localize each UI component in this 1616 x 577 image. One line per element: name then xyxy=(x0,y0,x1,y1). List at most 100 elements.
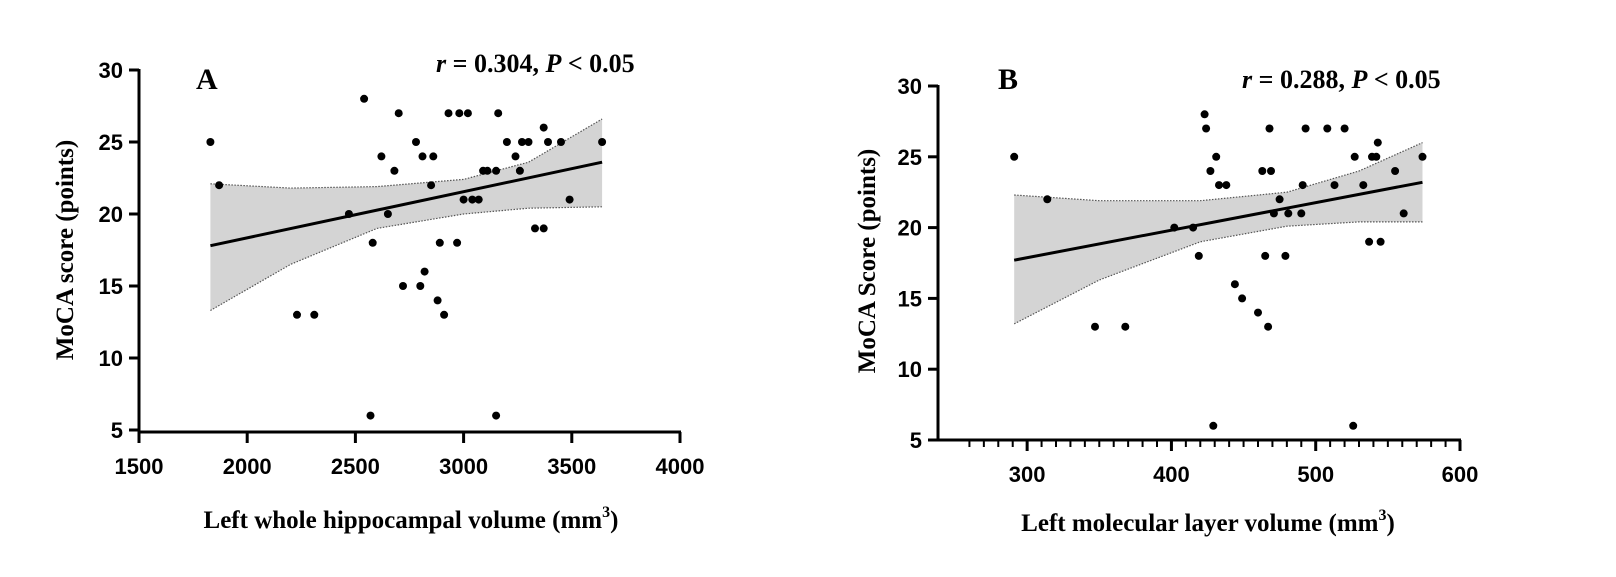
data-point-b-26 xyxy=(1284,209,1293,218)
data-point-a-29 xyxy=(474,195,483,204)
data-point-b-16 xyxy=(1238,294,1247,303)
x-tick-label-b-300: 300 xyxy=(1009,462,1046,487)
data-point-b-8 xyxy=(1200,110,1209,119)
data-point-a-43 xyxy=(544,138,552,146)
y-tick-label-b-10: 10 xyxy=(898,357,922,382)
data-point-a-35 xyxy=(502,138,511,146)
data-point-a-18 xyxy=(427,181,436,190)
data-point-b-17 xyxy=(1254,308,1262,317)
data-point-b-22 xyxy=(1267,167,1275,175)
data-point-b-24 xyxy=(1275,195,1284,204)
y-tick-label-b-25: 25 xyxy=(898,145,922,170)
chart-panel-a: 5 10 15 20 25 30 1500 2000 2500 3000 3500 4000 A r … xyxy=(52,49,704,534)
axes-a: 5 10 15 20 25 30 1500 2000 2500 3000 3500 4000 xyxy=(99,58,705,479)
data-point-b-18 xyxy=(1258,167,1267,175)
data-point-b-36 xyxy=(1365,237,1374,246)
y-tick-label-a-30: 30 xyxy=(99,58,123,83)
data-point-a-44 xyxy=(557,138,565,146)
data-point-b-27 xyxy=(1297,209,1306,218)
confidence-band-b xyxy=(1014,142,1423,324)
data-point-b-5 xyxy=(1170,223,1179,232)
data-point-a-14 xyxy=(412,138,420,146)
chart-panel-b: 5 10 15 20 25 30 300 400 500 600 B r = 0.288, P <… xyxy=(854,63,1478,537)
data-point-b-4 xyxy=(1121,322,1130,331)
confidence-band-a xyxy=(210,119,603,311)
y-axis-title-b: MoCA Score (points) xyxy=(854,149,881,374)
data-point-b-3 xyxy=(1091,322,1099,331)
data-point-b-20 xyxy=(1264,322,1273,331)
stat-annotation-b: r = 0.288, P < 0.05 xyxy=(1242,65,1441,94)
data-point-a-11 xyxy=(390,166,399,175)
y-axis-title-a: MoCA score (points) xyxy=(52,140,79,360)
confidence-band-upper-b xyxy=(1014,142,1423,202)
y-tick-label-b-15: 15 xyxy=(898,286,922,311)
y-tick-label-a-15: 15 xyxy=(99,274,123,299)
data-point-a-3 xyxy=(293,310,301,319)
data-point-b-35 xyxy=(1359,181,1368,190)
panel-label-a: A xyxy=(196,63,218,96)
data-point-a-16 xyxy=(418,152,427,161)
y-tick-label-b-5: 5 xyxy=(910,428,922,453)
data-point-a-15 xyxy=(416,282,425,290)
data-point-a-22 xyxy=(440,310,449,319)
data-point-a-12 xyxy=(394,109,403,118)
data-point-b-33 xyxy=(1349,421,1358,430)
data-point-b-23 xyxy=(1269,209,1278,218)
x-tick-label-b-600: 600 xyxy=(1442,462,1479,487)
x-tick-label-a-3000: 3000 xyxy=(439,454,488,479)
confidence-band-lower-a xyxy=(210,206,603,312)
data-point-a-46 xyxy=(598,138,607,146)
y-tick-label-a-10: 10 xyxy=(99,346,123,371)
x-tick-label-b-500: 500 xyxy=(1297,462,1334,487)
data-point-b-42 xyxy=(1399,209,1408,218)
data-point-b-19 xyxy=(1261,251,1270,260)
confidence-band-upper-a xyxy=(210,118,603,189)
scatter-points-a xyxy=(206,94,607,420)
data-point-a-31 xyxy=(483,166,492,175)
x-axis-title-b: Left molecular layer volume (mm3) xyxy=(1021,507,1395,537)
data-point-b-28 xyxy=(1298,181,1307,190)
regression-line-b xyxy=(1013,180,1423,262)
data-point-b-32 xyxy=(1340,124,1349,133)
x-tick-label-a-2500: 2500 xyxy=(331,454,380,479)
data-point-a-13 xyxy=(399,282,407,290)
y-tick-label-b-20: 20 xyxy=(898,216,922,241)
data-point-b-31 xyxy=(1330,181,1339,190)
x-axis-title-a: Left whole hippocampal volume (mm3) xyxy=(204,504,619,534)
data-point-a-38 xyxy=(518,138,526,146)
data-point-a-32 xyxy=(492,411,501,420)
data-point-b-11 xyxy=(1209,421,1218,430)
data-point-b-34 xyxy=(1350,152,1359,161)
data-point-a-34 xyxy=(494,109,503,118)
data-point-b-12 xyxy=(1212,152,1221,161)
panel-label-b: B xyxy=(998,63,1018,96)
data-point-a-28 xyxy=(468,195,477,204)
data-point-b-1 xyxy=(1010,152,1019,161)
data-point-a-10 xyxy=(383,210,392,218)
data-point-b-43 xyxy=(1418,152,1427,161)
data-point-a-17 xyxy=(420,267,429,276)
data-point-a-37 xyxy=(515,166,524,175)
x-tick-label-a-4000: 4000 xyxy=(656,454,705,479)
axes-b: 5 10 15 20 25 30 300 400 500 600 xyxy=(898,74,1479,487)
data-point-b-7 xyxy=(1194,251,1203,260)
data-point-a-23 xyxy=(444,109,453,118)
data-point-b-14 xyxy=(1222,181,1231,190)
data-point-a-45 xyxy=(565,195,574,204)
data-point-a-9 xyxy=(377,152,386,161)
data-point-a-27 xyxy=(463,109,472,118)
data-point-a-5 xyxy=(344,210,353,218)
x-tick-label-a-1500: 1500 xyxy=(115,454,164,479)
data-point-b-29 xyxy=(1301,124,1310,133)
data-point-b-38 xyxy=(1372,152,1381,161)
data-point-a-19 xyxy=(429,152,438,161)
x-tick-label-a-2000: 2000 xyxy=(223,454,272,479)
data-point-b-2 xyxy=(1043,195,1052,204)
scatter-points-b xyxy=(1010,110,1427,430)
data-point-a-41 xyxy=(539,224,548,233)
data-point-b-9 xyxy=(1202,124,1211,133)
data-point-a-40 xyxy=(531,224,539,233)
x-tick-label-b-400: 400 xyxy=(1153,462,1190,487)
data-point-b-13 xyxy=(1215,181,1223,190)
